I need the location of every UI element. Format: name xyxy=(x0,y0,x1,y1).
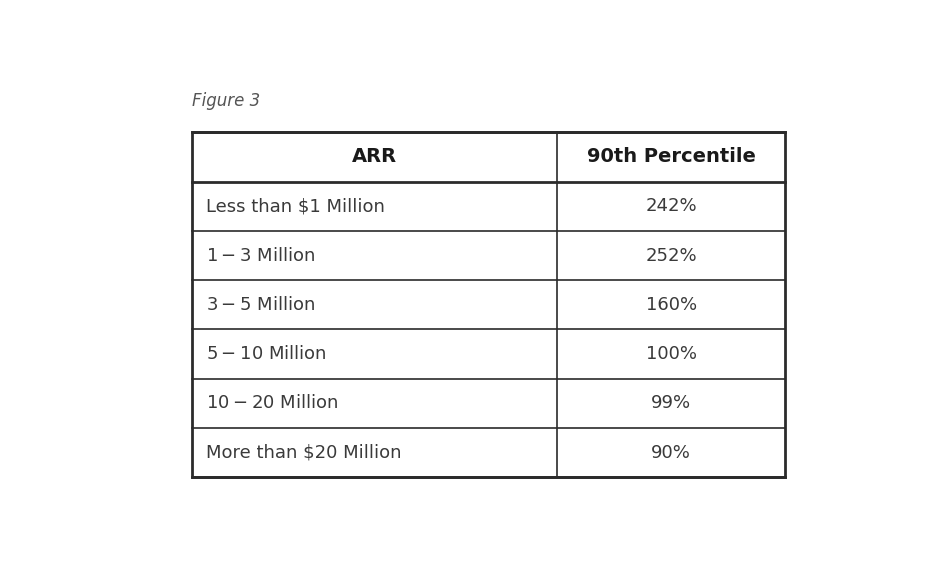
Text: 100%: 100% xyxy=(645,345,696,363)
Text: $1 - $3 Million: $1 - $3 Million xyxy=(206,247,315,264)
Text: $3 - $5 Million: $3 - $5 Million xyxy=(206,296,315,314)
Text: Less than $1 Million: Less than $1 Million xyxy=(206,197,385,215)
Text: Figure 3: Figure 3 xyxy=(191,93,260,110)
Text: 160%: 160% xyxy=(645,296,696,314)
Text: 242%: 242% xyxy=(645,197,697,215)
Text: More than $20 Million: More than $20 Million xyxy=(206,444,402,462)
Text: 90th Percentile: 90th Percentile xyxy=(587,147,756,166)
Text: ARR: ARR xyxy=(352,147,396,166)
Text: $5 - $10 Million: $5 - $10 Million xyxy=(206,345,326,363)
Text: $10 - $20 Million: $10 - $20 Million xyxy=(206,395,339,412)
Text: 252%: 252% xyxy=(645,247,697,264)
Text: 90%: 90% xyxy=(651,444,691,462)
Text: 99%: 99% xyxy=(651,395,692,412)
